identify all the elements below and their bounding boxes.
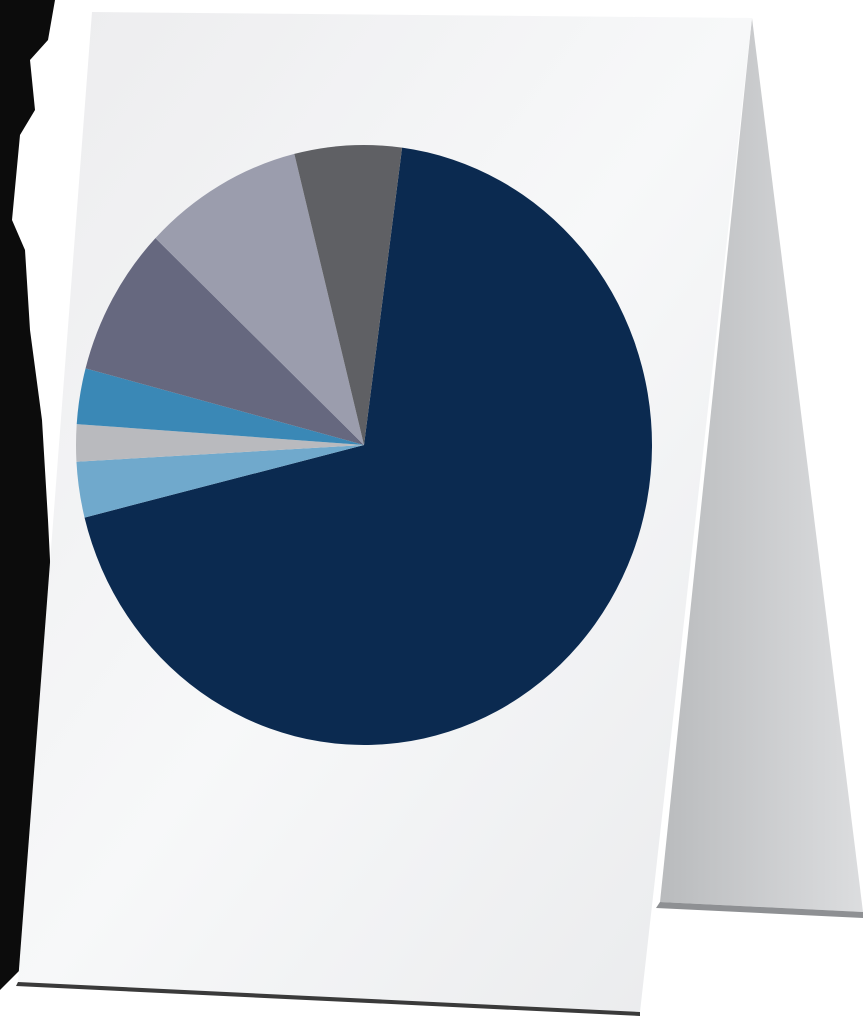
- pie-chart: [76, 145, 653, 745]
- pie-slice: [85, 238, 364, 445]
- pie-slice: [76, 368, 365, 445]
- pie-slice: [84, 147, 653, 745]
- pie-slice: [155, 153, 364, 445]
- pie-slice: [294, 145, 403, 445]
- pie-slice: [76, 445, 364, 518]
- sign-side-panel: [660, 18, 863, 912]
- sign-front-edge: [16, 982, 640, 1016]
- sign-side-edge: [656, 902, 863, 918]
- pie-slice: [76, 424, 365, 462]
